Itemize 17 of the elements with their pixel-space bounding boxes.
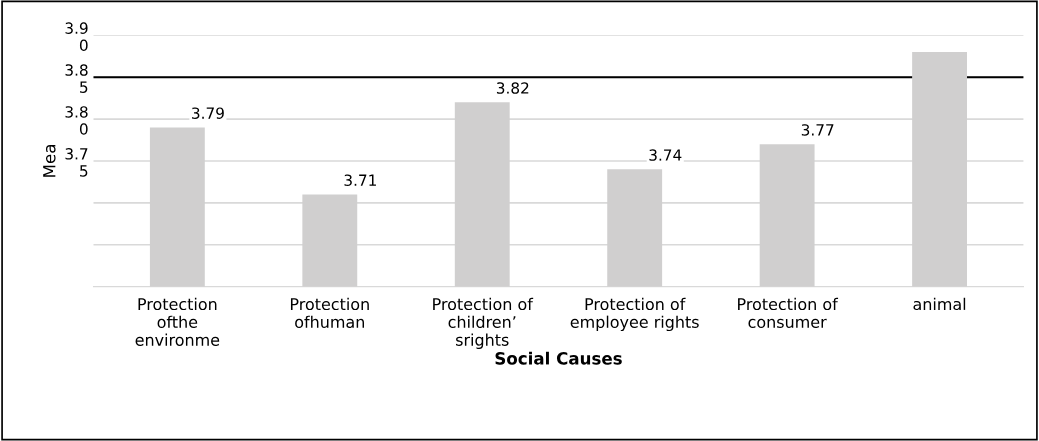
y-tick-label: 3.85 bbox=[65, 64, 88, 93]
y-tick-label: 3.90 bbox=[65, 22, 88, 52]
x-tick-label: animal bbox=[913, 297, 966, 311]
x-tick-label: Protection ofhuman bbox=[290, 297, 369, 329]
data-label: 3.82 bbox=[496, 82, 529, 94]
x-tick-label: Protection ofthe environme bbox=[135, 297, 220, 346]
x-tick-label: Protection of consumer bbox=[738, 297, 839, 329]
data-label: 3.79 bbox=[192, 107, 224, 119]
x-tick-label: Protection of children’ srights bbox=[433, 297, 534, 349]
data-label: 3.74 bbox=[649, 149, 682, 161]
y-axis-title: Mea bbox=[43, 145, 56, 177]
data-label: 3.71 bbox=[344, 174, 376, 186]
y-tick-label: 3.80 bbox=[65, 106, 88, 135]
x-tick-label: Protection of employee rights bbox=[570, 297, 699, 332]
data-label: 3.77 bbox=[801, 124, 834, 136]
y-tick-label: 3.75 bbox=[65, 148, 88, 177]
x-axis-title: Social Causes bbox=[495, 351, 622, 365]
